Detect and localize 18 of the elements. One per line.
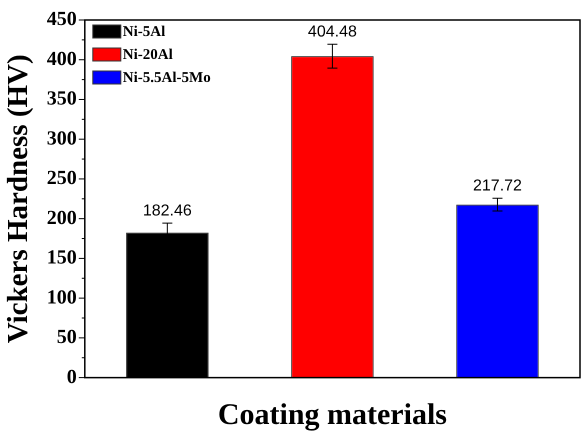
y-tick-label: 450 [46, 8, 77, 30]
y-tick-label: 50 [56, 326, 77, 348]
legend-label: Ni-20Al [122, 46, 173, 63]
y-tick-label: 200 [46, 206, 77, 229]
data-label: 217.72 [473, 178, 522, 195]
y-tick-label: 100 [46, 286, 77, 308]
data-label: 404.48 [308, 24, 357, 41]
data-label: 182.46 [142, 202, 192, 220]
y-tick-label: 250 [46, 167, 77, 190]
y-tick-label: 400 [46, 48, 77, 70]
legend-label: Ni-5.5Al-5Mo [122, 70, 211, 86]
x-axis-title: Coating materials [218, 398, 447, 431]
legend-label: Ni-5Al [122, 24, 166, 40]
y-tick-label: 350 [46, 88, 77, 110]
y-tick-label: 300 [46, 127, 77, 150]
y-tick-label: 150 [46, 246, 77, 269]
y-axis-title: Vickers Hardness (HV) [2, 54, 34, 344]
y-tick-label: 0 [66, 366, 77, 388]
